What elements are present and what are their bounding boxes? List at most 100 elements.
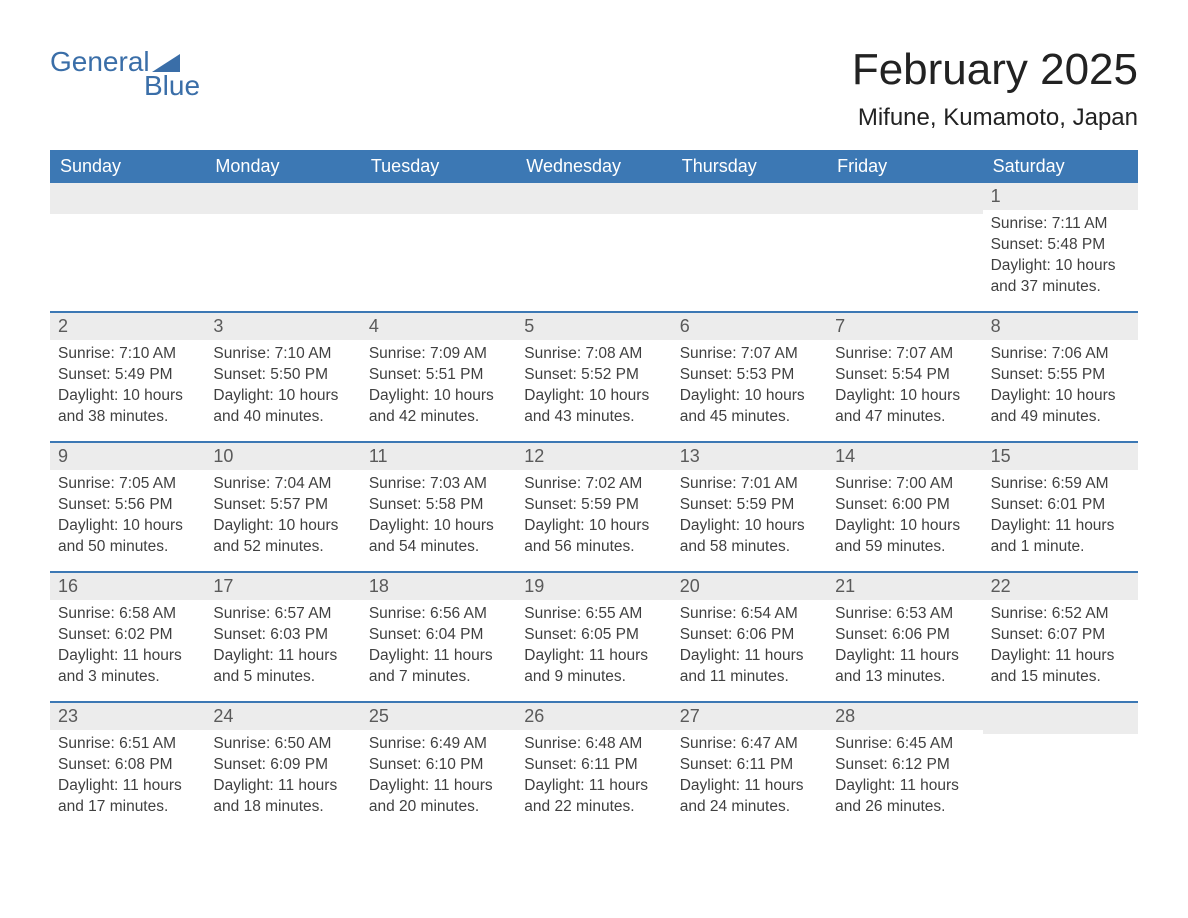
day-number: 20	[672, 573, 827, 600]
day-number: 6	[672, 313, 827, 340]
day-detail-line: Sunset: 5:55 PM	[991, 365, 1130, 386]
week-row: 2Sunrise: 7:10 AMSunset: 5:49 PMDaylight…	[50, 311, 1138, 441]
day-detail-line: Sunrise: 6:57 AM	[213, 604, 352, 625]
day-detail: Sunrise: 6:51 AMSunset: 6:08 PMDaylight:…	[50, 730, 205, 826]
day-detail-line: Sunrise: 7:02 AM	[524, 474, 663, 495]
day-cell: 19Sunrise: 6:55 AMSunset: 6:05 PMDayligh…	[516, 573, 671, 701]
day-number: 23	[50, 703, 205, 730]
day-detail-line: Daylight: 11 hours and 9 minutes.	[524, 646, 663, 688]
page: General Blue February 2025 Mifune, Kumam…	[0, 0, 1188, 871]
day-detail: Sunrise: 7:09 AMSunset: 5:51 PMDaylight:…	[361, 340, 516, 436]
day-of-week: Wednesday	[516, 150, 671, 183]
day-number: 13	[672, 443, 827, 470]
day-detail-line: Sunset: 6:03 PM	[213, 625, 352, 646]
day-detail-line: Sunrise: 6:59 AM	[991, 474, 1130, 495]
day-cell: 4Sunrise: 7:09 AMSunset: 5:51 PMDaylight…	[361, 313, 516, 441]
day-number: 5	[516, 313, 671, 340]
day-cell: 1Sunrise: 7:11 AMSunset: 5:48 PMDaylight…	[983, 183, 1138, 311]
location: Mifune, Kumamoto, Japan	[852, 104, 1138, 132]
day-detail-line: Sunrise: 6:56 AM	[369, 604, 508, 625]
day-detail-line: Sunrise: 6:53 AM	[835, 604, 974, 625]
day-of-week: Saturday	[983, 150, 1138, 183]
day-detail-line: Sunset: 6:11 PM	[680, 755, 819, 776]
day-detail-line: Sunset: 5:54 PM	[835, 365, 974, 386]
day-detail-line: Daylight: 10 hours and 52 minutes.	[213, 516, 352, 558]
day-detail-line: Sunset: 5:58 PM	[369, 495, 508, 516]
day-detail-line: Sunset: 6:06 PM	[835, 625, 974, 646]
week-row: 23Sunrise: 6:51 AMSunset: 6:08 PMDayligh…	[50, 701, 1138, 831]
day-detail-line: Sunrise: 7:01 AM	[680, 474, 819, 495]
day-detail-line: Daylight: 11 hours and 26 minutes.	[835, 776, 974, 818]
day-detail-line: Sunrise: 6:55 AM	[524, 604, 663, 625]
day-number: 1	[983, 183, 1138, 210]
day-detail-line: Daylight: 10 hours and 49 minutes.	[991, 386, 1130, 428]
day-detail: Sunrise: 6:45 AMSunset: 6:12 PMDaylight:…	[827, 730, 982, 826]
day-detail-line: Sunset: 6:09 PM	[213, 755, 352, 776]
day-number: 22	[983, 573, 1138, 600]
day-number: 18	[361, 573, 516, 600]
day-detail: Sunrise: 6:53 AMSunset: 6:06 PMDaylight:…	[827, 600, 982, 696]
day-cell: 27Sunrise: 6:47 AMSunset: 6:11 PMDayligh…	[672, 703, 827, 831]
logo-word-1: General	[50, 48, 150, 76]
day-detail-line: Sunset: 5:50 PM	[213, 365, 352, 386]
day-cell: 23Sunrise: 6:51 AMSunset: 6:08 PMDayligh…	[50, 703, 205, 831]
day-number	[827, 183, 982, 214]
day-number	[50, 183, 205, 214]
day-number: 3	[205, 313, 360, 340]
day-detail: Sunrise: 7:03 AMSunset: 5:58 PMDaylight:…	[361, 470, 516, 566]
day-detail-line: Daylight: 11 hours and 3 minutes.	[58, 646, 197, 688]
day-cell: 18Sunrise: 6:56 AMSunset: 6:04 PMDayligh…	[361, 573, 516, 701]
day-cell: 16Sunrise: 6:58 AMSunset: 6:02 PMDayligh…	[50, 573, 205, 701]
day-number: 9	[50, 443, 205, 470]
calendar: SundayMondayTuesdayWednesdayThursdayFrid…	[50, 150, 1138, 831]
day-detail-line: Daylight: 11 hours and 22 minutes.	[524, 776, 663, 818]
day-detail: Sunrise: 7:07 AMSunset: 5:54 PMDaylight:…	[827, 340, 982, 436]
day-number	[983, 703, 1138, 734]
day-detail-line: Daylight: 10 hours and 45 minutes.	[680, 386, 819, 428]
day-detail-line: Sunrise: 6:58 AM	[58, 604, 197, 625]
day-cell: 6Sunrise: 7:07 AMSunset: 5:53 PMDaylight…	[672, 313, 827, 441]
day-cell: 14Sunrise: 7:00 AMSunset: 6:00 PMDayligh…	[827, 443, 982, 571]
day-detail-line: Sunset: 5:57 PM	[213, 495, 352, 516]
day-cell: 21Sunrise: 6:53 AMSunset: 6:06 PMDayligh…	[827, 573, 982, 701]
day-number: 14	[827, 443, 982, 470]
day-detail: Sunrise: 7:00 AMSunset: 6:00 PMDaylight:…	[827, 470, 982, 566]
day-detail-line: Daylight: 11 hours and 13 minutes.	[835, 646, 974, 688]
day-detail-line: Daylight: 11 hours and 18 minutes.	[213, 776, 352, 818]
week-row: 1Sunrise: 7:11 AMSunset: 5:48 PMDaylight…	[50, 183, 1138, 311]
day-detail: Sunrise: 6:50 AMSunset: 6:09 PMDaylight:…	[205, 730, 360, 826]
day-cell	[516, 183, 671, 311]
month-title: February 2025	[852, 48, 1138, 92]
day-detail-line: Sunset: 5:52 PM	[524, 365, 663, 386]
day-detail-line: Daylight: 11 hours and 24 minutes.	[680, 776, 819, 818]
day-cell: 11Sunrise: 7:03 AMSunset: 5:58 PMDayligh…	[361, 443, 516, 571]
day-cell: 5Sunrise: 7:08 AMSunset: 5:52 PMDaylight…	[516, 313, 671, 441]
day-detail-line: Sunset: 6:01 PM	[991, 495, 1130, 516]
day-number: 26	[516, 703, 671, 730]
day-detail: Sunrise: 7:10 AMSunset: 5:50 PMDaylight:…	[205, 340, 360, 436]
day-cell: 26Sunrise: 6:48 AMSunset: 6:11 PMDayligh…	[516, 703, 671, 831]
day-detail-line: Sunset: 5:51 PM	[369, 365, 508, 386]
day-detail-line: Sunset: 6:10 PM	[369, 755, 508, 776]
day-detail-line: Sunrise: 6:45 AM	[835, 734, 974, 755]
day-detail-line: Sunrise: 6:49 AM	[369, 734, 508, 755]
day-number: 8	[983, 313, 1138, 340]
day-detail-line: Sunrise: 7:11 AM	[991, 214, 1130, 235]
day-detail-line: Sunset: 6:04 PM	[369, 625, 508, 646]
day-detail-line: Sunset: 5:48 PM	[991, 235, 1130, 256]
day-cell: 10Sunrise: 7:04 AMSunset: 5:57 PMDayligh…	[205, 443, 360, 571]
day-detail: Sunrise: 7:05 AMSunset: 5:56 PMDaylight:…	[50, 470, 205, 566]
day-detail-line: Daylight: 10 hours and 42 minutes.	[369, 386, 508, 428]
day-detail: Sunrise: 7:08 AMSunset: 5:52 PMDaylight:…	[516, 340, 671, 436]
week-row: 9Sunrise: 7:05 AMSunset: 5:56 PMDaylight…	[50, 441, 1138, 571]
day-number: 19	[516, 573, 671, 600]
day-cell: 2Sunrise: 7:10 AMSunset: 5:49 PMDaylight…	[50, 313, 205, 441]
day-detail-line: Sunrise: 7:07 AM	[835, 344, 974, 365]
day-detail-line: Daylight: 11 hours and 7 minutes.	[369, 646, 508, 688]
days-of-week-row: SundayMondayTuesdayWednesdayThursdayFrid…	[50, 150, 1138, 183]
day-detail-line: Daylight: 10 hours and 43 minutes.	[524, 386, 663, 428]
day-detail: Sunrise: 6:47 AMSunset: 6:11 PMDaylight:…	[672, 730, 827, 826]
day-detail-line: Sunrise: 7:10 AM	[58, 344, 197, 365]
day-detail: Sunrise: 7:04 AMSunset: 5:57 PMDaylight:…	[205, 470, 360, 566]
day-detail: Sunrise: 6:56 AMSunset: 6:04 PMDaylight:…	[361, 600, 516, 696]
